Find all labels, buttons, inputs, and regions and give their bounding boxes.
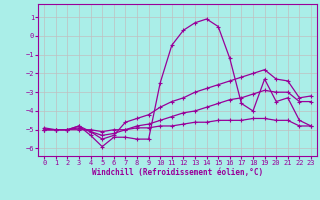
X-axis label: Windchill (Refroidissement éolien,°C): Windchill (Refroidissement éolien,°C) [92,168,263,177]
